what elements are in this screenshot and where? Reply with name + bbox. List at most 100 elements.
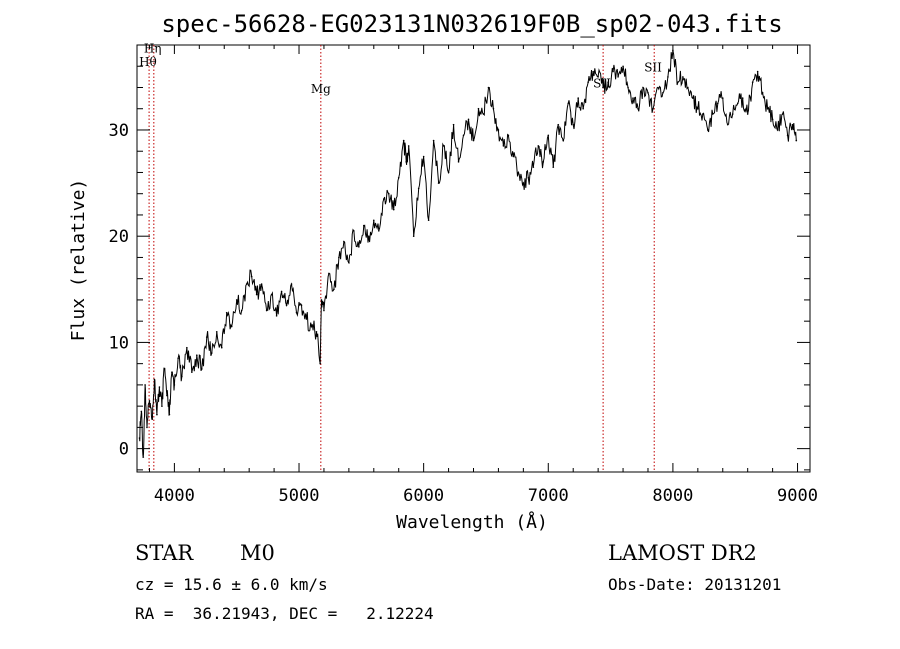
spectrum-point [622, 65, 624, 68]
spectrum-point [210, 352, 213, 354]
spectrum-point [397, 176, 400, 179]
spectrum-point [422, 155, 425, 158]
spectrum-point [161, 405, 163, 407]
spectrum-point [230, 325, 233, 328]
spectrum-point [632, 97, 634, 99]
spectrum-point [687, 86, 689, 89]
spectrum-point [721, 97, 724, 99]
spectrum-point [746, 113, 749, 115]
spectrum-point [205, 336, 208, 338]
spectrum-point [477, 107, 480, 110]
spectrum-point [487, 86, 490, 89]
spectrum-point [348, 261, 350, 264]
spectrum-point [144, 384, 146, 386]
spectrum-point [442, 145, 445, 147]
spectrum-point [343, 240, 345, 243]
spectrum-point [320, 299, 323, 301]
spectrum-point [447, 171, 450, 174]
spectral-line-label-4: SII [644, 61, 662, 75]
survey-name: LAMOST DR2 [608, 541, 757, 565]
spectrum-point [482, 113, 485, 115]
spectrum-point [235, 299, 238, 301]
spectrum-line [139, 50, 797, 458]
spectrum-point [146, 426, 148, 429]
spectrum-point [295, 311, 298, 314]
spectrum-point [168, 413, 171, 416]
y-tick-label: 20 [109, 227, 129, 247]
spectrum-point [427, 219, 430, 222]
spectrum-point [142, 456, 145, 458]
spectrum-point [497, 129, 500, 131]
spectrum-point [711, 113, 714, 115]
spectrum-point [158, 386, 161, 388]
y-tick-label: 10 [109, 333, 129, 353]
chart-title: spec-56628-EG023131N032619F0B_sp02-043.f… [161, 10, 782, 38]
spectrum-point [387, 192, 390, 195]
spectrum-point [171, 371, 173, 373]
spectrum-point [582, 107, 584, 110]
spectral-line-label-0: Hη [144, 41, 162, 55]
spectrum-point [592, 70, 594, 73]
spectrum-point [153, 378, 156, 381]
spectrum-point [156, 413, 158, 416]
x-tick-label: 5000 [279, 486, 320, 506]
spectrum-point [542, 161, 545, 163]
spectrum-point [186, 346, 188, 349]
spectrum-point [177, 357, 179, 360]
spectrum-point [405, 161, 408, 163]
redshift-cz: cz = 15.6 ± 6.0 km/s [135, 575, 328, 594]
spectrum-point [196, 354, 198, 356]
spectrum-point [756, 70, 759, 73]
spectrum-point [522, 182, 525, 184]
spectrum-point [587, 81, 589, 83]
spectrum-point [333, 288, 335, 291]
spectrum-point [275, 315, 278, 317]
spectrum-point [507, 134, 510, 137]
spectrum-point [323, 309, 325, 312]
spectrum-point [353, 230, 355, 232]
spectrum-point [697, 107, 699, 110]
spectrum-point [627, 86, 629, 89]
spectrum-point [382, 198, 385, 200]
spectrum-point [151, 418, 153, 420]
spectrum-point [368, 235, 370, 237]
spectrum-point [637, 107, 639, 110]
spectrum-point [731, 113, 734, 115]
spectrum-point [552, 166, 555, 168]
spectrum-point [527, 176, 530, 179]
spectrum-point [771, 118, 774, 121]
x-tick-label: 9000 [777, 486, 818, 506]
spectrum-point [662, 91, 664, 94]
spectrum-point [607, 81, 609, 83]
spectrum-point [432, 139, 435, 142]
spectrum-point [201, 368, 203, 370]
spectrum-point [358, 246, 360, 248]
x-tick-label: 6000 [403, 486, 444, 506]
spectrum-point [612, 70, 614, 73]
spectrum-point [148, 400, 151, 402]
spectrum-point [310, 325, 313, 328]
spectrum-point [181, 375, 183, 378]
ra-dec-coordinates: RA = 36.21943, DEC = 2.12224 [135, 604, 434, 623]
spectrum-point [255, 293, 258, 296]
spectrum-point [300, 304, 303, 307]
spectrum-point [776, 129, 779, 131]
spectrum-point [377, 230, 380, 232]
spectrum-point [547, 134, 550, 137]
spectral-line-label-1: Hθ [139, 55, 157, 69]
x-tick-label: 8000 [652, 486, 693, 506]
spectrum-point [363, 224, 365, 227]
spectrum-point [502, 145, 505, 147]
spectrum-point [492, 107, 495, 110]
spectrum-point [319, 362, 322, 365]
spectrum-point [392, 208, 395, 211]
spectrum-point [240, 309, 243, 312]
spectrum-point [372, 219, 375, 222]
object-class: STAR [135, 541, 194, 565]
spectrum-point [597, 76, 599, 78]
spectrum-point [781, 113, 784, 115]
spectrum-point [702, 113, 704, 115]
spectrum-point [786, 134, 789, 137]
spectrum-point [260, 283, 263, 285]
